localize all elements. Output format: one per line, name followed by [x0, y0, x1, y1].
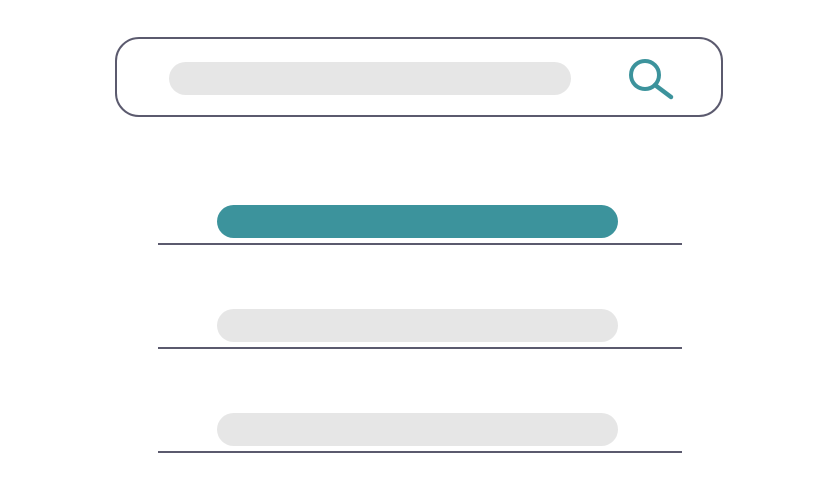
result-item-1[interactable] [158, 197, 682, 257]
result-item-label [217, 413, 618, 446]
result-item-label [217, 205, 618, 238]
result-item-label [217, 309, 618, 342]
result-item-2[interactable] [158, 301, 682, 361]
result-item-3[interactable] [158, 405, 682, 465]
divider [158, 243, 682, 245]
search-box [115, 37, 723, 117]
search-icon [629, 59, 674, 100]
search-button[interactable] [622, 55, 678, 103]
divider [158, 347, 682, 349]
divider [158, 451, 682, 453]
search-input[interactable] [169, 62, 571, 95]
